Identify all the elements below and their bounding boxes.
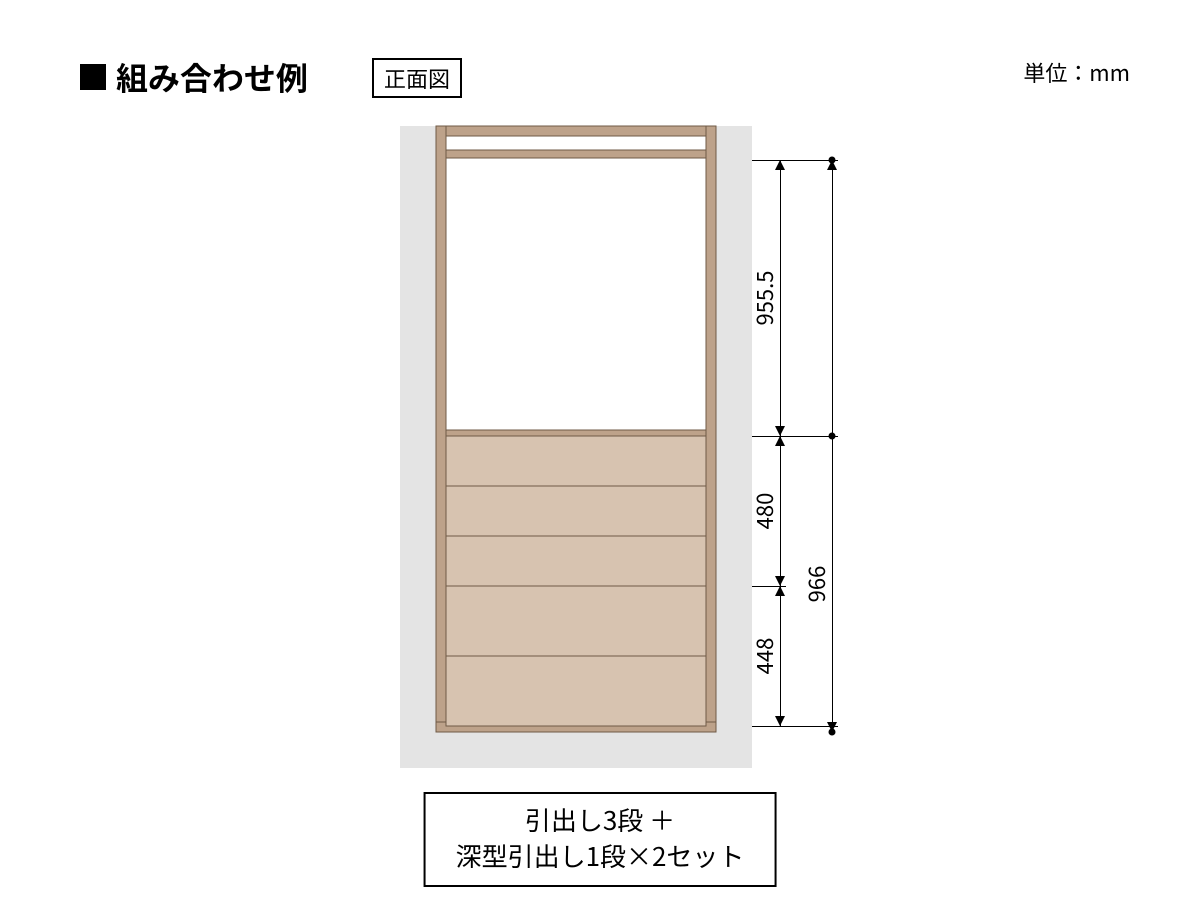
cabinet-front-view xyxy=(400,100,752,768)
dimension-line xyxy=(832,160,833,732)
dimension-arrowhead xyxy=(775,426,785,436)
furniture-diagram: 955.5 480 448 966 xyxy=(400,100,900,760)
dimension-arrowhead xyxy=(775,160,785,170)
caption-line-1: 引出し3段 ＋ xyxy=(456,802,745,838)
view-label: 正面図 xyxy=(372,58,462,98)
dimension-arrowhead xyxy=(775,436,785,446)
title-bullet-square xyxy=(80,64,106,90)
dimension-arrowhead xyxy=(775,576,785,586)
page-title: 組み合わせ例 xyxy=(116,54,308,100)
dimension-label: 955.5 xyxy=(748,271,780,326)
dimension-label: 480 xyxy=(748,493,780,530)
dimension-label: 966 xyxy=(800,566,832,603)
dimension-arrowhead xyxy=(775,716,785,726)
dimension-terminator-dot xyxy=(829,433,836,440)
dimension-line xyxy=(780,160,781,436)
page-title-row: 組み合わせ例 xyxy=(80,54,308,100)
dimension-extension-line xyxy=(752,436,838,437)
dimension-extension-line xyxy=(752,726,838,727)
dimension-label: 448 xyxy=(748,638,780,675)
dimension-line xyxy=(780,436,781,586)
dimension-extension-line xyxy=(752,160,838,161)
caption-line-2: 深型引出し1段×2セット xyxy=(456,838,745,874)
dimension-arrowhead xyxy=(775,586,785,596)
dimension-terminator-dot xyxy=(829,157,836,164)
unit-label: 単位：mm xyxy=(1023,56,1130,88)
dimension-terminator-dot xyxy=(829,729,836,736)
dimension-line xyxy=(780,586,781,726)
diagram-caption: 引出し3段 ＋ 深型引出し1段×2セット xyxy=(424,792,777,887)
